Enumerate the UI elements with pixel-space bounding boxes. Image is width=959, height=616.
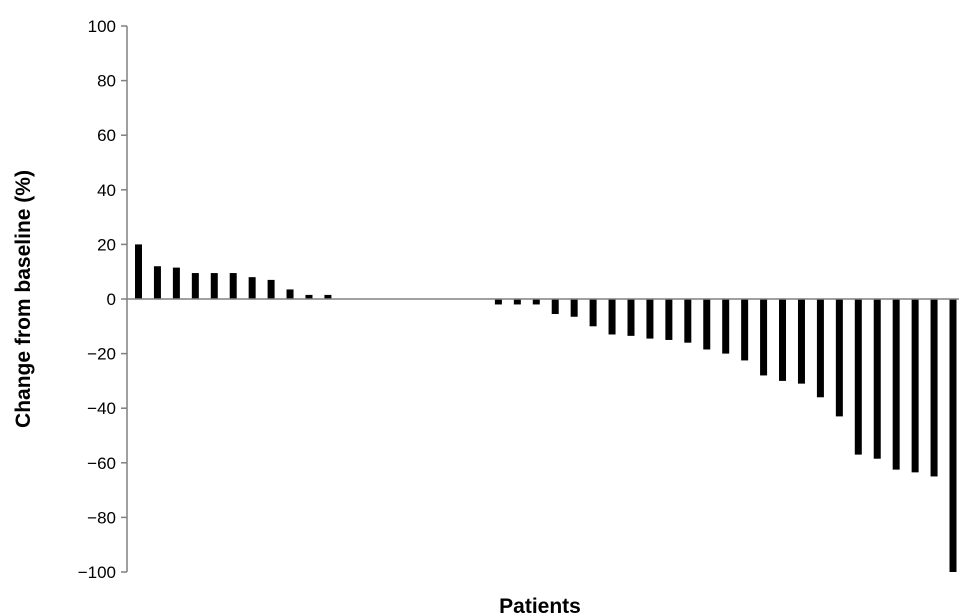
patient-bar xyxy=(608,299,616,335)
patient-bar xyxy=(873,299,881,459)
patient-bar xyxy=(513,299,521,305)
y-tick-label: 0 xyxy=(107,290,116,309)
patient-bar xyxy=(854,299,862,455)
patient-bar xyxy=(267,279,275,299)
patient-bar xyxy=(153,266,161,299)
x-axis-title: Patients xyxy=(499,595,581,616)
y-tick-label: 20 xyxy=(97,235,116,254)
y-tick-label: −80 xyxy=(87,508,116,527)
patient-bar xyxy=(627,299,635,336)
patient-bar xyxy=(797,299,805,384)
patient-bar xyxy=(172,267,180,299)
patient-bar xyxy=(248,277,256,299)
y-tick-label: 40 xyxy=(97,181,116,200)
patient-bar xyxy=(665,299,673,340)
patient-bar xyxy=(551,299,559,315)
patient-bar xyxy=(646,299,654,339)
patient-bar xyxy=(191,273,199,299)
bars-group xyxy=(135,244,957,572)
patient-bar xyxy=(779,299,787,381)
patient-bar xyxy=(494,299,502,305)
y-tick-label: −20 xyxy=(87,345,116,364)
patient-bar xyxy=(741,299,749,361)
patient-bar xyxy=(835,299,843,417)
patient-bar xyxy=(816,299,824,398)
patient-bar xyxy=(532,299,540,305)
patient-bar xyxy=(703,299,711,350)
y-ticks-group: 100 80 60 40 20 0 −20 −40 −60 −80 −100 xyxy=(78,17,127,582)
patient-bar xyxy=(684,299,692,343)
y-axis-title: Change from baseline (%) xyxy=(12,170,35,428)
patient-bar xyxy=(324,294,332,299)
y-tick-label: 100 xyxy=(88,17,116,36)
patient-bar xyxy=(722,299,730,354)
patient-bar xyxy=(570,299,578,317)
y-tick-label: 60 xyxy=(97,126,116,145)
patient-bar xyxy=(589,299,597,327)
y-tick-label: −100 xyxy=(78,563,116,582)
patient-bar xyxy=(892,299,900,470)
patient-bar xyxy=(210,273,218,299)
patient-bar xyxy=(135,244,142,299)
patient-bar xyxy=(760,299,768,376)
patient-bar xyxy=(930,299,938,477)
patient-bar xyxy=(305,294,313,299)
y-tick-label: −60 xyxy=(87,454,116,473)
patient-bar xyxy=(286,289,294,299)
patient-bar xyxy=(949,299,957,572)
y-tick-label: −40 xyxy=(87,399,116,418)
patient-bar xyxy=(229,273,237,299)
y-tick-label: 80 xyxy=(97,72,116,91)
patient-bar xyxy=(911,299,919,473)
